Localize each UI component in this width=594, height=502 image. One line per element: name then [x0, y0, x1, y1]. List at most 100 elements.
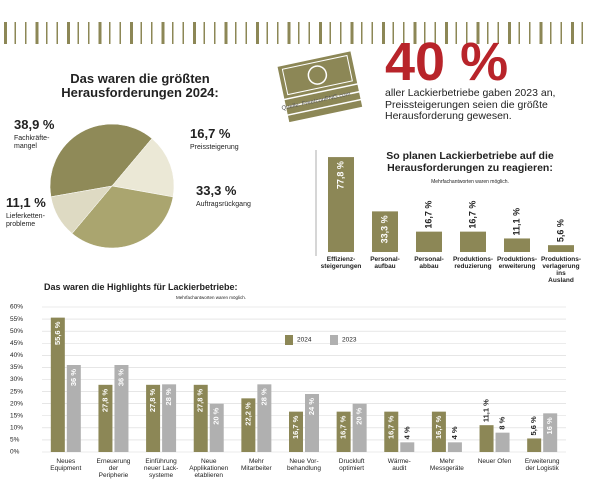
stripe [151, 22, 153, 44]
value-label: 5,6 % [555, 219, 565, 242]
chart-title: So planen Lackierbetriebe auf die Heraus… [386, 150, 554, 174]
bar [504, 238, 530, 252]
stripe [445, 22, 448, 44]
stripe [277, 22, 279, 44]
x-tick-label: Personal- abbau [414, 256, 444, 271]
stripe [193, 22, 196, 44]
money-icon [275, 49, 364, 124]
y-tick-label: 35% [10, 364, 23, 371]
pie-value-label: 33,3 % [196, 183, 237, 198]
value-label: 36 % [116, 369, 125, 386]
stripe [413, 22, 417, 44]
stripe [581, 22, 583, 44]
stripe [434, 22, 436, 44]
stripe [245, 22, 247, 44]
chart-subtitle: Mehrfachantworten waren möglich. [176, 295, 247, 300]
y-tick-label: 45% [10, 340, 23, 347]
decor-stripes [4, 22, 583, 44]
bar [241, 398, 256, 452]
stripe [182, 22, 184, 44]
stripe [361, 22, 363, 44]
value-label: 16,7 % [434, 415, 443, 439]
stripe [235, 22, 237, 44]
bar [548, 245, 574, 252]
x-tick-label: Einführung neuer Lack- systeme [143, 458, 179, 480]
x-tick-label: Effizienz- steigerungen [320, 256, 362, 271]
y-tick-label: 20% [10, 400, 23, 407]
pie-slice [111, 138, 175, 198]
value-label: 16,7 % [339, 415, 348, 439]
bar [305, 394, 319, 452]
value-label: 20 % [212, 407, 221, 424]
pie-slice [49, 123, 153, 198]
value-label: 28 % [259, 388, 268, 405]
stripe [172, 22, 174, 44]
chart-title: Das waren die Highlights für Lackierbetr… [44, 282, 238, 292]
value-label: 11,1 % [482, 399, 491, 422]
stripe [350, 22, 354, 44]
stripe [476, 22, 480, 44]
y-tick-label: 50% [10, 328, 23, 335]
stripe [224, 22, 228, 44]
bar [352, 403, 367, 452]
bar [328, 157, 354, 252]
bar [162, 384, 177, 452]
stripe [529, 22, 531, 44]
stripe [340, 22, 342, 44]
bar [289, 411, 303, 452]
x-tick-label: Neuer Ofen [477, 458, 512, 465]
bar [209, 403, 224, 452]
x-tick-label: Erweiterung der Logistik [524, 458, 560, 473]
stripe [466, 22, 468, 44]
stripe [518, 22, 520, 44]
legend-label: 2024 [297, 337, 312, 344]
stripe [571, 22, 574, 44]
value-label: 16,7 % [423, 201, 433, 229]
stripe [298, 22, 300, 44]
stripe [266, 22, 268, 44]
stripe [550, 22, 552, 44]
value-label: 33,3 % [379, 215, 389, 243]
x-tick-label: Druckluft optimiert [338, 458, 365, 473]
stripe [214, 22, 216, 44]
y-tick-label: 40% [10, 352, 23, 359]
y-tick-label: 60% [10, 304, 23, 311]
stripe [497, 22, 499, 44]
x-tick-label: Produktions- reduzierung [452, 256, 494, 271]
stripe [424, 22, 426, 44]
pie-value-label: 38,9 % [14, 117, 55, 132]
bar [193, 384, 208, 452]
bar [66, 365, 81, 452]
bar [416, 231, 442, 252]
stripe [25, 22, 27, 44]
value-label: 27,8 % [196, 388, 205, 412]
y-tick-label: 10% [10, 425, 23, 432]
value-label: 11,1 % [511, 208, 521, 236]
bar [479, 425, 494, 452]
x-tick-label: Produktions- verlagerung ins Ausland [540, 256, 582, 285]
bar [98, 384, 113, 452]
bar [460, 231, 486, 252]
stripe [161, 22, 165, 44]
x-tick-label: Mehr Messgeräte [429, 458, 464, 473]
pie-slice [71, 185, 174, 249]
value-label: 5,6 % [529, 416, 538, 436]
y-tick-label: 25% [10, 388, 23, 395]
pie-category-label: Lieferketten- probleme [6, 213, 45, 228]
stripe [119, 22, 121, 44]
value-label: 22,2 % [243, 402, 252, 426]
stripe [382, 22, 385, 44]
x-tick-label: Personal- aufbau [370, 256, 400, 271]
stripe [98, 22, 102, 44]
bar [372, 211, 398, 252]
legend-swatch [330, 335, 338, 345]
x-tick-label: Neue Vor- behandlung [287, 458, 321, 473]
value-label: 4 % [402, 426, 411, 439]
stripe [487, 22, 489, 44]
stripe [455, 22, 457, 44]
stripe [403, 22, 405, 44]
stripe [130, 22, 133, 44]
big-text: aller Lackierbetriebe gaben 2023 an, Pre… [385, 87, 556, 123]
chart-title: Das waren die größten Herausforderungen … [61, 71, 219, 101]
